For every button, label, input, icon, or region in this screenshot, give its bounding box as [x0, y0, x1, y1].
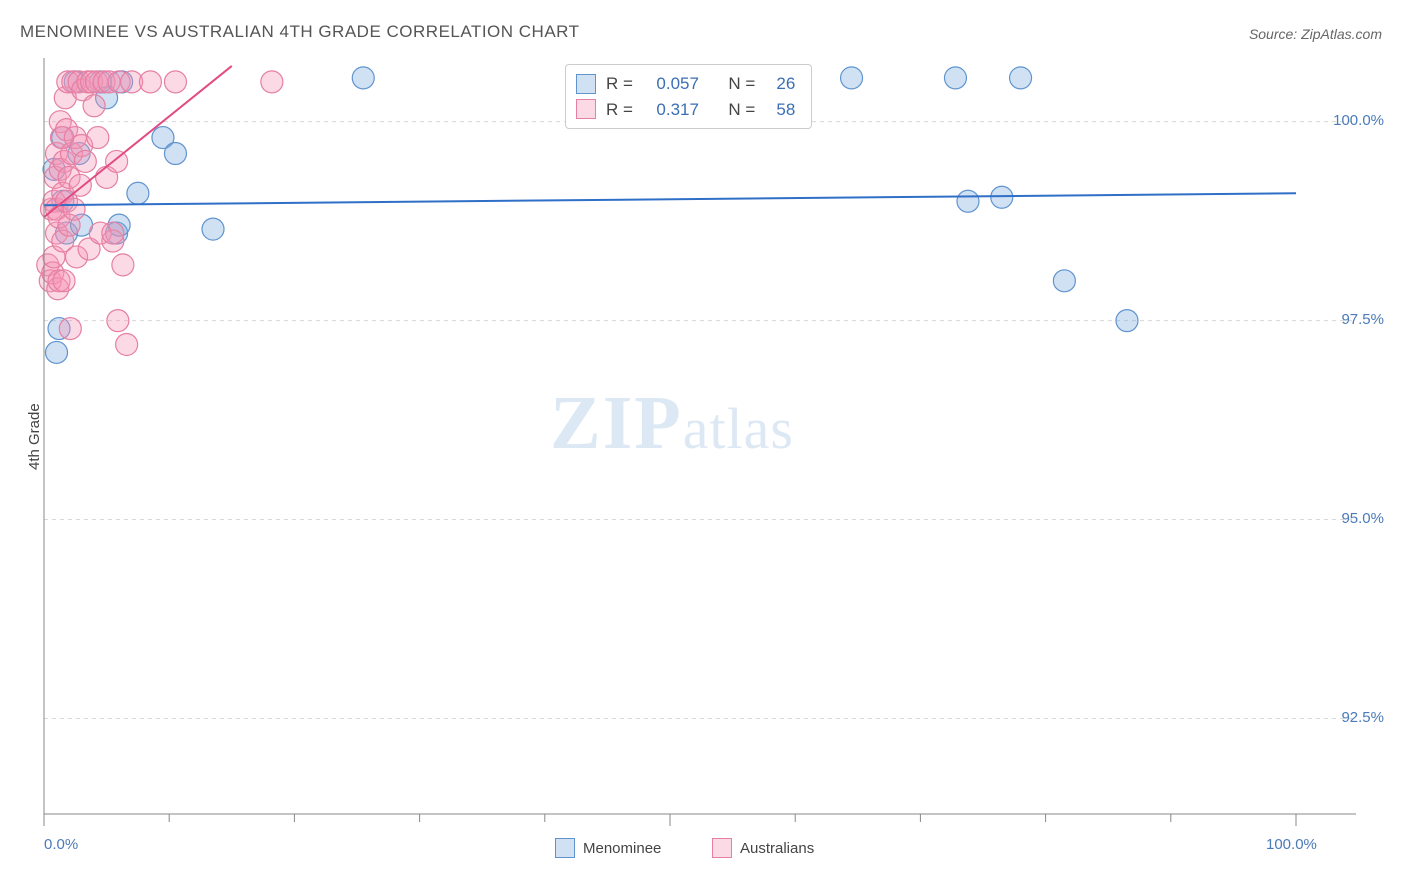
- series-legend-menominee: Menominee: [555, 838, 661, 858]
- n-label: N =: [728, 97, 755, 123]
- x-tick-label: 100.0%: [1266, 836, 1317, 853]
- scatter-plot: [0, 0, 1406, 892]
- n-value-menominee: 26: [765, 71, 795, 97]
- correlation-legend: R = 0.057 N = 26 R = 0.317 N = 58: [565, 64, 812, 129]
- chart-container: MENOMINEE VS AUSTRALIAN 4TH GRADE CORREL…: [0, 0, 1406, 892]
- legend-swatch-menominee: [576, 74, 596, 94]
- legend-swatch-menominee-bottom: [555, 838, 575, 858]
- legend-swatch-australians-bottom: [712, 838, 732, 858]
- r-label: R =: [606, 71, 633, 97]
- n-value-australians: 58: [765, 97, 795, 123]
- n-label: N =: [728, 71, 755, 97]
- series-legend-australians: Australians: [712, 838, 814, 858]
- r-value-menominee: 0.057: [643, 71, 699, 97]
- legend-row-menominee: R = 0.057 N = 26: [576, 71, 795, 97]
- y-axis-label: 4th Grade: [26, 403, 43, 470]
- y-tick-label: 97.5%: [1341, 311, 1384, 328]
- y-tick-label: 92.5%: [1341, 709, 1384, 726]
- y-tick-label: 95.0%: [1341, 510, 1384, 527]
- r-label: R =: [606, 97, 633, 123]
- y-tick-label: 100.0%: [1333, 112, 1384, 129]
- legend-label-australians: Australians: [740, 840, 814, 857]
- legend-swatch-australians: [576, 99, 596, 119]
- legend-label-menominee: Menominee: [583, 840, 661, 857]
- r-value-australians: 0.317: [643, 97, 699, 123]
- x-tick-label: 0.0%: [44, 836, 78, 853]
- legend-row-australians: R = 0.317 N = 58: [576, 97, 795, 123]
